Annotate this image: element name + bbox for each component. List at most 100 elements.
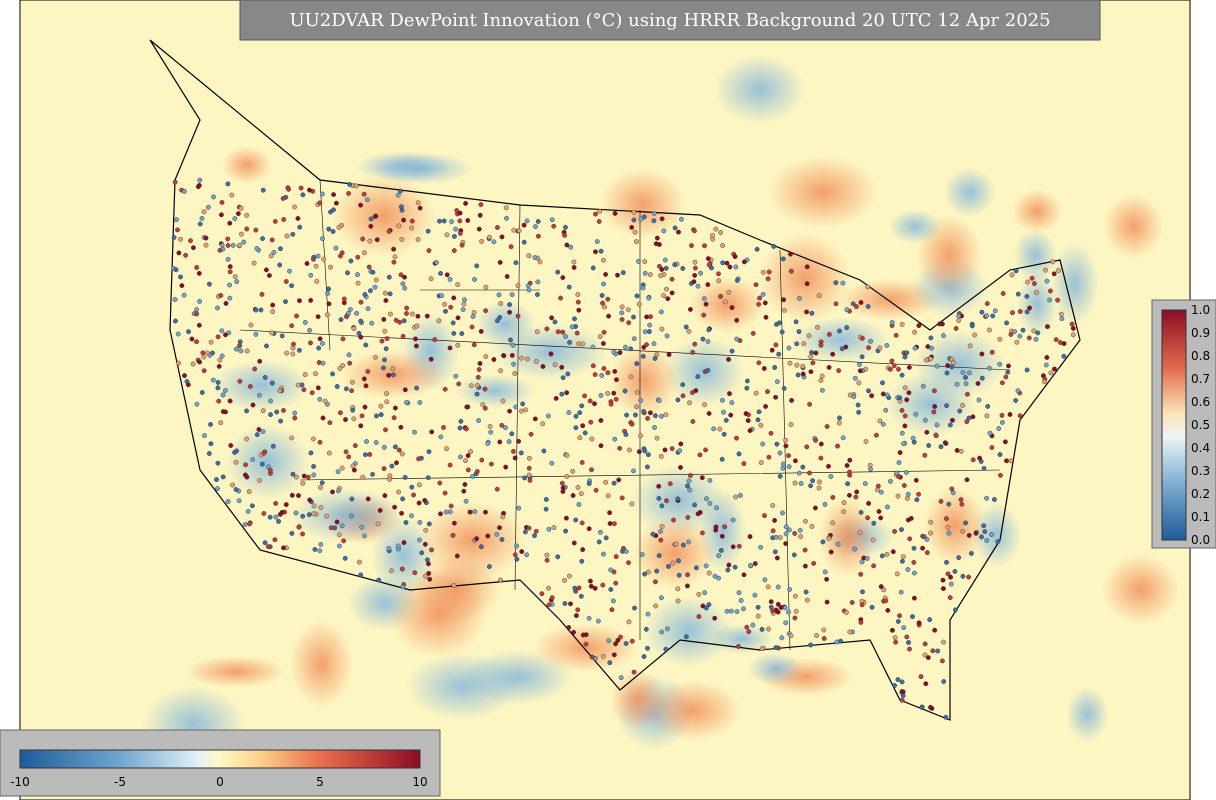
station-dot [844,325,850,330]
station-dot [912,595,917,601]
station-dot [560,489,566,494]
station-dot [1032,281,1037,286]
station-dot [672,225,678,231]
station-dot [1004,458,1009,464]
station-dot [527,455,532,461]
station-dot [701,312,707,318]
station-dot [260,429,266,434]
station-dot [622,388,628,394]
station-dot [678,465,683,470]
station-dot [1005,369,1011,375]
station-dot [624,412,629,418]
station-dot [997,361,1003,367]
station-dot [533,224,538,230]
station-dot [989,445,995,450]
station-dot [227,398,233,404]
station-dot [551,525,557,530]
station-dot [227,264,233,269]
station-dot [358,572,364,578]
station-dot [672,262,678,267]
colorbar-label: 0.6 [1191,395,1210,409]
station-dot [355,254,361,260]
station-dot [593,211,598,217]
station-dot [611,598,616,604]
station-dot [270,302,276,308]
station-dot [203,242,209,248]
station-dot [246,489,252,494]
station-dot [335,488,341,494]
station-dot [390,372,396,378]
station-dot [1000,380,1005,386]
station-dot [638,398,644,403]
station-dot [219,328,225,334]
station-dot [396,223,402,229]
station-dot [640,285,646,291]
station-dot [1053,337,1059,342]
station-dot [386,546,392,551]
station-dot [292,204,297,210]
station-dot [383,427,388,433]
station-dot [643,626,649,632]
station-dot [800,363,806,369]
station-dot [907,536,913,542]
station-dot [816,485,822,491]
station-dot [976,397,982,403]
station-dot [1013,398,1019,403]
station-dot [444,446,449,452]
station-dot [773,607,779,613]
station-dot [680,382,686,388]
station-dot [594,239,600,245]
station-dot [428,356,434,362]
station-dot [932,388,937,394]
station-dot [783,524,789,530]
station-dot [601,341,606,346]
station-dot [808,483,813,489]
station-dot [563,334,568,339]
station-dot [905,491,911,497]
station-dot [791,552,797,558]
station-dot [890,627,895,633]
station-dot [704,496,709,502]
station-dot [916,620,922,626]
station-dot [667,481,673,487]
station-dot [1048,370,1054,376]
station-dot [350,379,355,385]
station-dot [381,444,387,450]
station-dot [567,339,572,345]
station-dot [1000,291,1006,296]
station-dot [818,342,824,348]
station-dot [659,413,664,419]
station-dot [676,572,682,578]
station-dot [485,440,491,446]
station-dot [350,463,356,469]
station-dot [409,484,415,490]
station-dot [959,501,965,507]
station-dot [217,247,223,253]
station-dot [573,413,579,419]
station-dot [598,529,603,535]
station-dot [729,348,735,354]
station-dot [422,497,428,503]
station-dot [837,415,842,421]
station-dot [734,277,740,283]
station-dot [598,443,604,449]
station-dot [979,534,984,540]
station-dot [601,329,607,335]
station-dot [596,618,601,624]
station-dot [871,520,877,526]
station-dot [912,345,918,351]
station-dot [579,520,585,526]
station-dot [289,283,294,289]
station-dot [522,475,527,481]
station-dot [654,435,660,441]
station-dot [546,413,551,419]
station-dot [390,366,396,371]
station-dot [447,345,453,351]
station-dot [645,611,651,617]
station-dot [657,263,662,269]
station-dot [952,569,958,574]
station-dot [402,274,407,280]
station-dot [860,589,865,595]
station-dot [215,460,221,466]
station-dot [202,433,207,438]
